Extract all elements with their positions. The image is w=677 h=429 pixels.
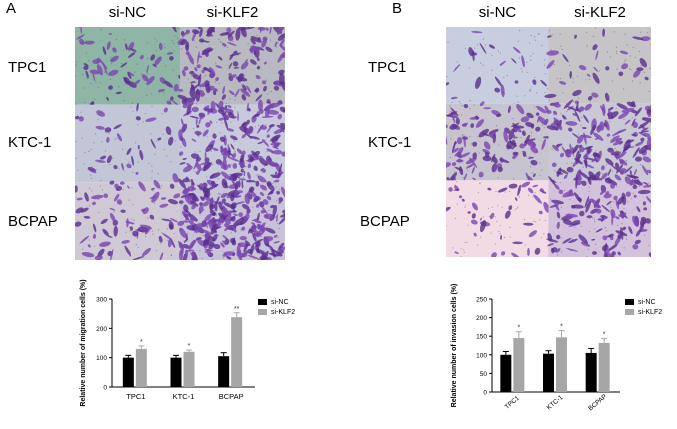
y-tick-label: 50 [480,371,488,378]
significance-mark: * [517,325,520,332]
significance-mark: ** [234,306,240,313]
panel-a-micrograph-grid [75,27,285,260]
panel-a-letter: A [6,0,17,17]
y-tick-label: 0 [103,385,107,392]
y-tick-label: 150 [476,334,487,341]
legend-swatch [625,309,634,315]
micrograph-tile-bcpap-si-klf2 [177,178,285,260]
micrograph-tile-bcpap-si-nc [75,179,181,260]
legend-swatch [258,309,267,315]
legend-label: si-NC [271,299,289,306]
chart-axes: 0 100 200 300 Relative number of migration c… [80,279,255,407]
panel-b-col-si-klf2: si-KLF2 [574,4,626,21]
micrograph-tile-ktc-1-si-klf2 [546,99,651,184]
panel-b-row-bcpap: BCPAP [360,213,410,230]
panel-b-row-tpc1: TPC1 [368,59,407,76]
chart-legend: si-NC si-KLF2 [258,299,295,316]
panel-b-chart-svg: 0 50 100 150 200 250 Relative number of invasi… [451,284,662,413]
significance-mark: * [560,324,563,331]
panel-a-col-si-klf2: si-KLF2 [206,4,259,21]
panel-a-row-tpc1: TPC1 [8,59,47,76]
bar-si-klf2-bcpap [231,317,243,387]
panel-a-chart-svg: 0 100 200 300 Relative number of migration c… [80,279,295,407]
bar-si-nc-bcpap [585,352,597,392]
x-tick-label: BCPAP [219,392,244,401]
bar-si-nc-ktc-1 [543,353,554,392]
panel-a-migration-chart: 0 100 200 300 Relative number of migration c… [60,262,360,429]
y-tick-label: 200 [96,326,107,333]
legend-label: si-KLF2 [271,309,295,316]
legend-label: si-KLF2 [638,309,662,316]
micrograph-tile-bcpap-si-klf2 [546,176,651,257]
bar-si-nc-ktc-1 [170,357,182,387]
y-tick-label: 100 [476,352,487,359]
significance-mark: * [140,339,143,346]
bar-si-nc-tpc1 [500,354,512,392]
y-tick-label: 100 [96,355,107,362]
y-axis-label: Relative number of migration cells (%) [80,279,87,406]
micrograph-tile-ktc-1-si-nc [446,101,554,184]
bar-si-klf2-ktc-1 [183,351,195,387]
legend-swatch [258,299,267,305]
y-axis-label: Relative number of invasion cells (%) [451,284,458,408]
micrograph-tile-ktc-1-si-nc [75,102,180,184]
bar-si-klf2-bcpap [598,342,610,392]
x-tick-label: TPC1 [126,392,145,401]
legend-label: si-NC [638,299,656,306]
bar-si-klf2-tpc1 [513,338,525,392]
y-tick-label: 0 [483,390,487,397]
panel-b-invasion-chart: 0 50 100 150 200 250 Relative number of invasi… [440,262,677,429]
panel-a-micrograph-svg [75,27,285,260]
bar-si-nc-bcpap [218,356,230,387]
micrograph-tile-tpc1-si-klf2 [544,27,651,105]
bar-si-nc-tpc1 [122,357,134,387]
panel-b-row-ktc1: KTC-1 [368,134,412,151]
chart-legend: si-NC si-KLF2 [625,299,662,316]
bar-si-klf2-tpc1 [135,348,147,387]
x-tick-label: KTC-1 [546,394,565,412]
significance-mark: * [188,343,191,350]
bar-si-klf2-ktc-1 [556,337,567,392]
x-tick-label: KTC-1 [173,392,195,401]
panel-a-row-ktc1: KTC-1 [8,134,52,151]
micrograph-tile-bcpap-si-nc [446,180,550,257]
micrograph-tile-ktc-1-si-klf2 [178,99,285,185]
legend-swatch [625,299,634,305]
panel-b-col-si-nc: si-NC [478,4,517,21]
micrograph-tile-tpc1-si-klf2 [177,27,285,107]
significance-mark: * [603,331,606,338]
micrograph-tile-tpc1-si-nc [446,27,549,105]
panel-b-letter: B [392,0,403,17]
x-tick-label: TPC1 [504,395,522,411]
micrograph-tile-tpc1-si-nc [75,27,182,108]
panel-b-micrograph-svg [446,27,651,257]
panel-a-col-si-nc: si-NC [108,4,147,21]
x-tick-label: BCPAP [587,393,608,412]
panel-b-micrograph-grid [446,27,651,257]
y-tick-label: 300 [96,297,107,304]
y-tick-label: 200 [476,315,487,322]
y-tick-label: 250 [476,297,487,304]
panel-a-row-bcpap: BCPAP [8,213,58,230]
